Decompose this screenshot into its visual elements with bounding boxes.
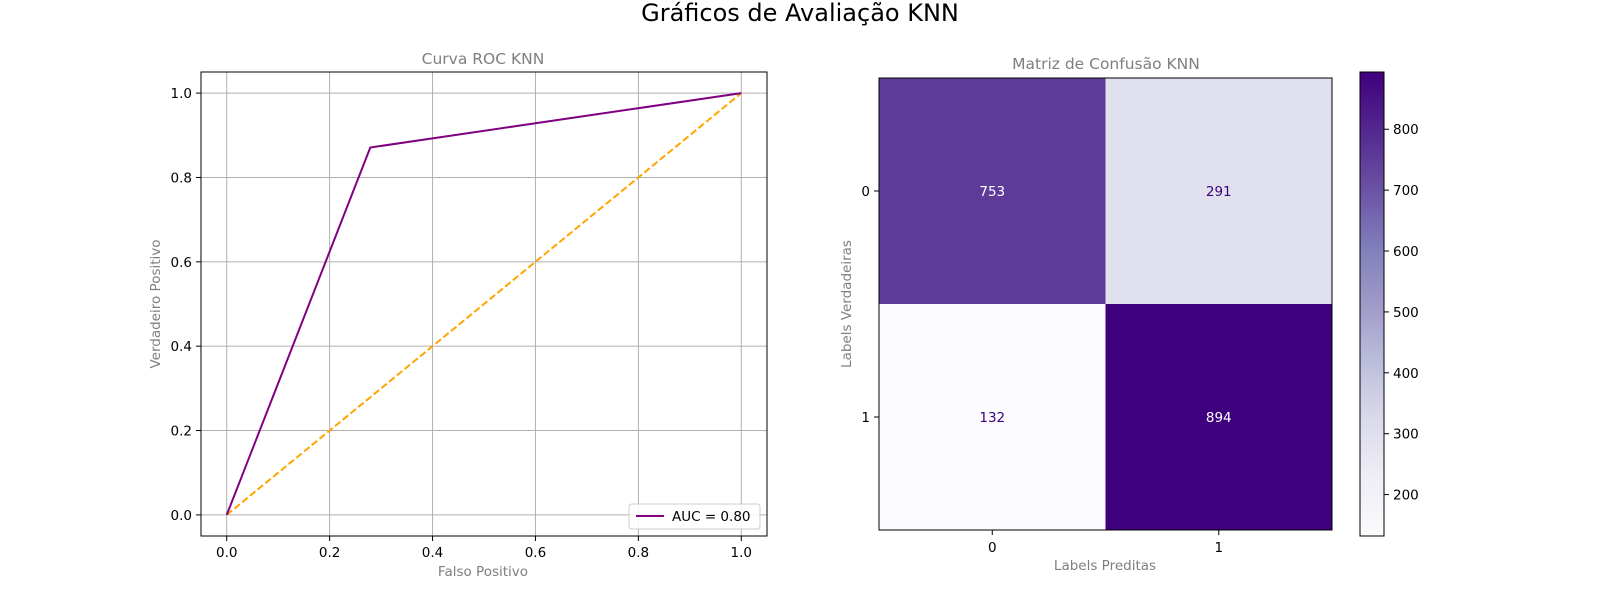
cm-plot-frame	[878, 77, 1333, 531]
roc-legend-label: AUC = 0.80	[672, 509, 751, 525]
roc-ytick-label: 0.6	[171, 255, 192, 271]
roc-plot-frame	[200, 71, 768, 537]
roc-xtick-label: 0.6	[525, 545, 546, 561]
roc-curve-line	[225, 92, 742, 516]
roc-xtick-label: 1.0	[731, 545, 752, 561]
roc-ytick-label: 0.8	[171, 170, 192, 186]
roc-xtick-label: 0.2	[319, 545, 340, 561]
figure-title: Gráficos de Avaliação KNN	[641, 0, 959, 27]
cm-cell	[879, 78, 1106, 304]
cm-ytick-label: 1	[861, 410, 870, 426]
colorbar-tick-label: 700	[1393, 183, 1419, 199]
cm-xtick-label: 1	[1214, 540, 1223, 556]
cm-ytick-label: 0	[861, 184, 870, 200]
cm-xlabel: Labels Preditas	[1054, 558, 1156, 574]
cm-cell-label: 894	[1206, 410, 1232, 426]
colorbar: 200 300 400 500 600 700 800	[1359, 71, 1419, 537]
colorbar-tick-label: 400	[1393, 366, 1419, 382]
roc-ytick-label: 0.2	[171, 424, 192, 440]
roc-xlabel: Falso Positivo	[438, 564, 528, 580]
colorbar-tick-label: 300	[1393, 427, 1419, 443]
roc-xtick-label: 0.4	[422, 545, 443, 561]
cm-xtick-label: 0	[988, 540, 997, 556]
colorbar-tick-label: 600	[1393, 244, 1419, 260]
cm-cells: 753 291 132 894	[879, 78, 1332, 530]
cm-cell-label: 132	[979, 410, 1005, 426]
roc-ylabel: Verdadeiro Positivo	[148, 239, 164, 368]
colorbar-gradient	[1359, 71, 1385, 537]
roc-chart: Curva ROC KNN 0.0 0.2 0.4 0.6 0.8 1.00.00.20.…	[148, 50, 768, 580]
roc-xtick-label: 0.0	[216, 545, 237, 561]
roc-xtick-label: 0.8	[628, 545, 649, 561]
roc-title: Curva ROC KNN	[422, 50, 545, 68]
confusion-matrix-chart: Matriz de Confusão KNN 753 291 132 894 0 1 0 1…	[839, 55, 1333, 574]
cm-cell-label: 753	[979, 184, 1005, 200]
roc-ytick-label: 0.4	[171, 339, 192, 355]
roc-legend: AUC = 0.80	[628, 503, 761, 530]
colorbar-tick-label: 800	[1393, 122, 1419, 138]
colorbar-tick-label: 500	[1393, 305, 1419, 321]
cm-cell-label: 291	[1206, 184, 1232, 200]
cm-cell	[1105, 78, 1332, 304]
roc-ytick-label: 0.0	[171, 508, 192, 524]
roc-legend-box	[628, 503, 761, 530]
cm-title: Matriz de Confusão KNN	[1012, 55, 1200, 73]
cm-ylabel: Labels Verdadeiras	[839, 240, 855, 368]
cm-cell	[879, 304, 1106, 530]
roc-series-group	[225, 92, 742, 516]
roc-grid	[201, 72, 767, 536]
roc-baseline-line	[226, 92, 742, 516]
cm-cell	[1105, 304, 1332, 530]
cm-ticks: 0 1 0 1	[861, 184, 1223, 556]
colorbar-tick-label: 200	[1393, 488, 1419, 504]
roc-ytick-label: 1.0	[171, 86, 192, 102]
roc-ticks: 0.0 0.2 0.4 0.6 0.8 1.0 0.0 0.2 0.4 0.6 0.8 1.0	[171, 86, 752, 561]
colorbar-ticks: 200 300 400 500 600 700 800	[1384, 122, 1419, 504]
